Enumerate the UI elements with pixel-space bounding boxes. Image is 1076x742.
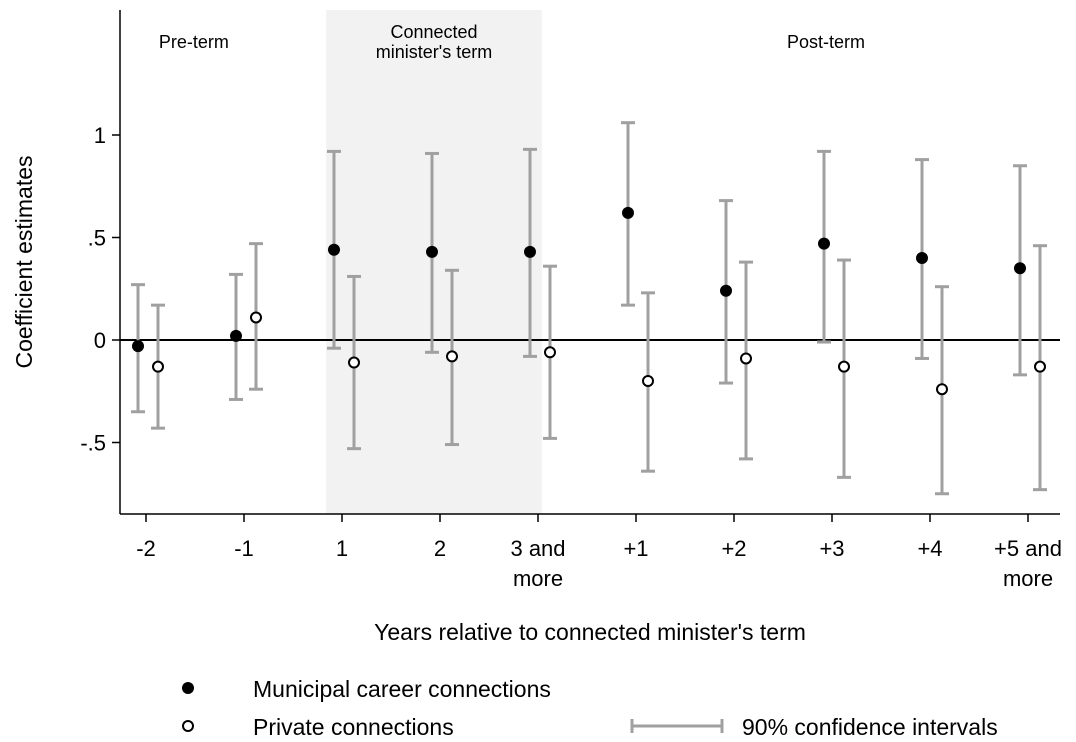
point-municipal <box>328 243 340 256</box>
y-axis-ticks: 1 .5 0 -.5 <box>80 123 120 456</box>
y-tick-label: -.5 <box>80 431 106 456</box>
point-municipal <box>230 329 242 342</box>
legend-label-private: Private connections <box>253 714 454 740</box>
x-tick-label: -1 <box>234 536 254 561</box>
confidence-intervals <box>131 121 1047 496</box>
legend-label-municipal: Municipal career connections <box>253 676 551 702</box>
x-axis-label: Years relative to connected minister's t… <box>374 619 806 645</box>
point-private <box>642 375 654 387</box>
period-label: Post-term <box>787 32 865 52</box>
legend-marker-municipal <box>182 682 194 694</box>
point-municipal <box>426 245 438 258</box>
x-tick-label: +5 and <box>994 536 1062 561</box>
point-private <box>446 350 458 363</box>
period-label: Connected <box>390 22 477 42</box>
y-tick-label: 0 <box>94 328 106 353</box>
point-municipal <box>132 340 144 353</box>
period-label: Pre-term <box>159 32 229 52</box>
point-private <box>1034 360 1046 373</box>
legend-marker-private <box>182 720 194 732</box>
point-municipal <box>916 252 928 264</box>
x-tick-label: -2 <box>136 536 156 561</box>
point-private <box>250 311 262 324</box>
legend-label-ci: 90% confidence intervals <box>742 714 998 740</box>
x-tick-label: +3 <box>819 536 844 561</box>
y-axis-label: Coefficient estimates <box>11 155 37 368</box>
point-private <box>152 360 164 373</box>
y-tick-label: .5 <box>88 226 106 251</box>
point-private <box>348 356 360 369</box>
x-tick-label: 1 <box>336 536 348 561</box>
point-municipal <box>720 284 732 297</box>
axes <box>119 10 1060 515</box>
x-tick-label: more <box>513 566 563 591</box>
point-private <box>544 346 556 359</box>
shaded-term-region <box>326 10 542 514</box>
x-tick-label: +4 <box>917 536 942 561</box>
point-private <box>838 360 850 373</box>
data-points <box>132 206 1046 396</box>
y-tick-label: 1 <box>94 123 106 148</box>
x-tick-label: +1 <box>623 536 648 561</box>
point-municipal <box>524 245 536 258</box>
x-tick-label: 3 and <box>510 536 565 561</box>
x-axis-ticks: -2 -1 1 2 3 and more +1 +2 +3 +4 +5 and more <box>136 514 1062 591</box>
point-municipal <box>818 237 830 250</box>
point-private <box>740 352 752 365</box>
point-private <box>936 383 948 396</box>
point-municipal <box>622 206 634 219</box>
x-tick-label: +2 <box>721 536 746 561</box>
period-label: minister's term <box>376 42 492 62</box>
x-tick-label: more <box>1003 566 1053 591</box>
point-municipal <box>1014 262 1026 275</box>
legend: Municipal career connections Private conn… <box>182 676 998 740</box>
x-tick-label: 2 <box>434 536 446 561</box>
